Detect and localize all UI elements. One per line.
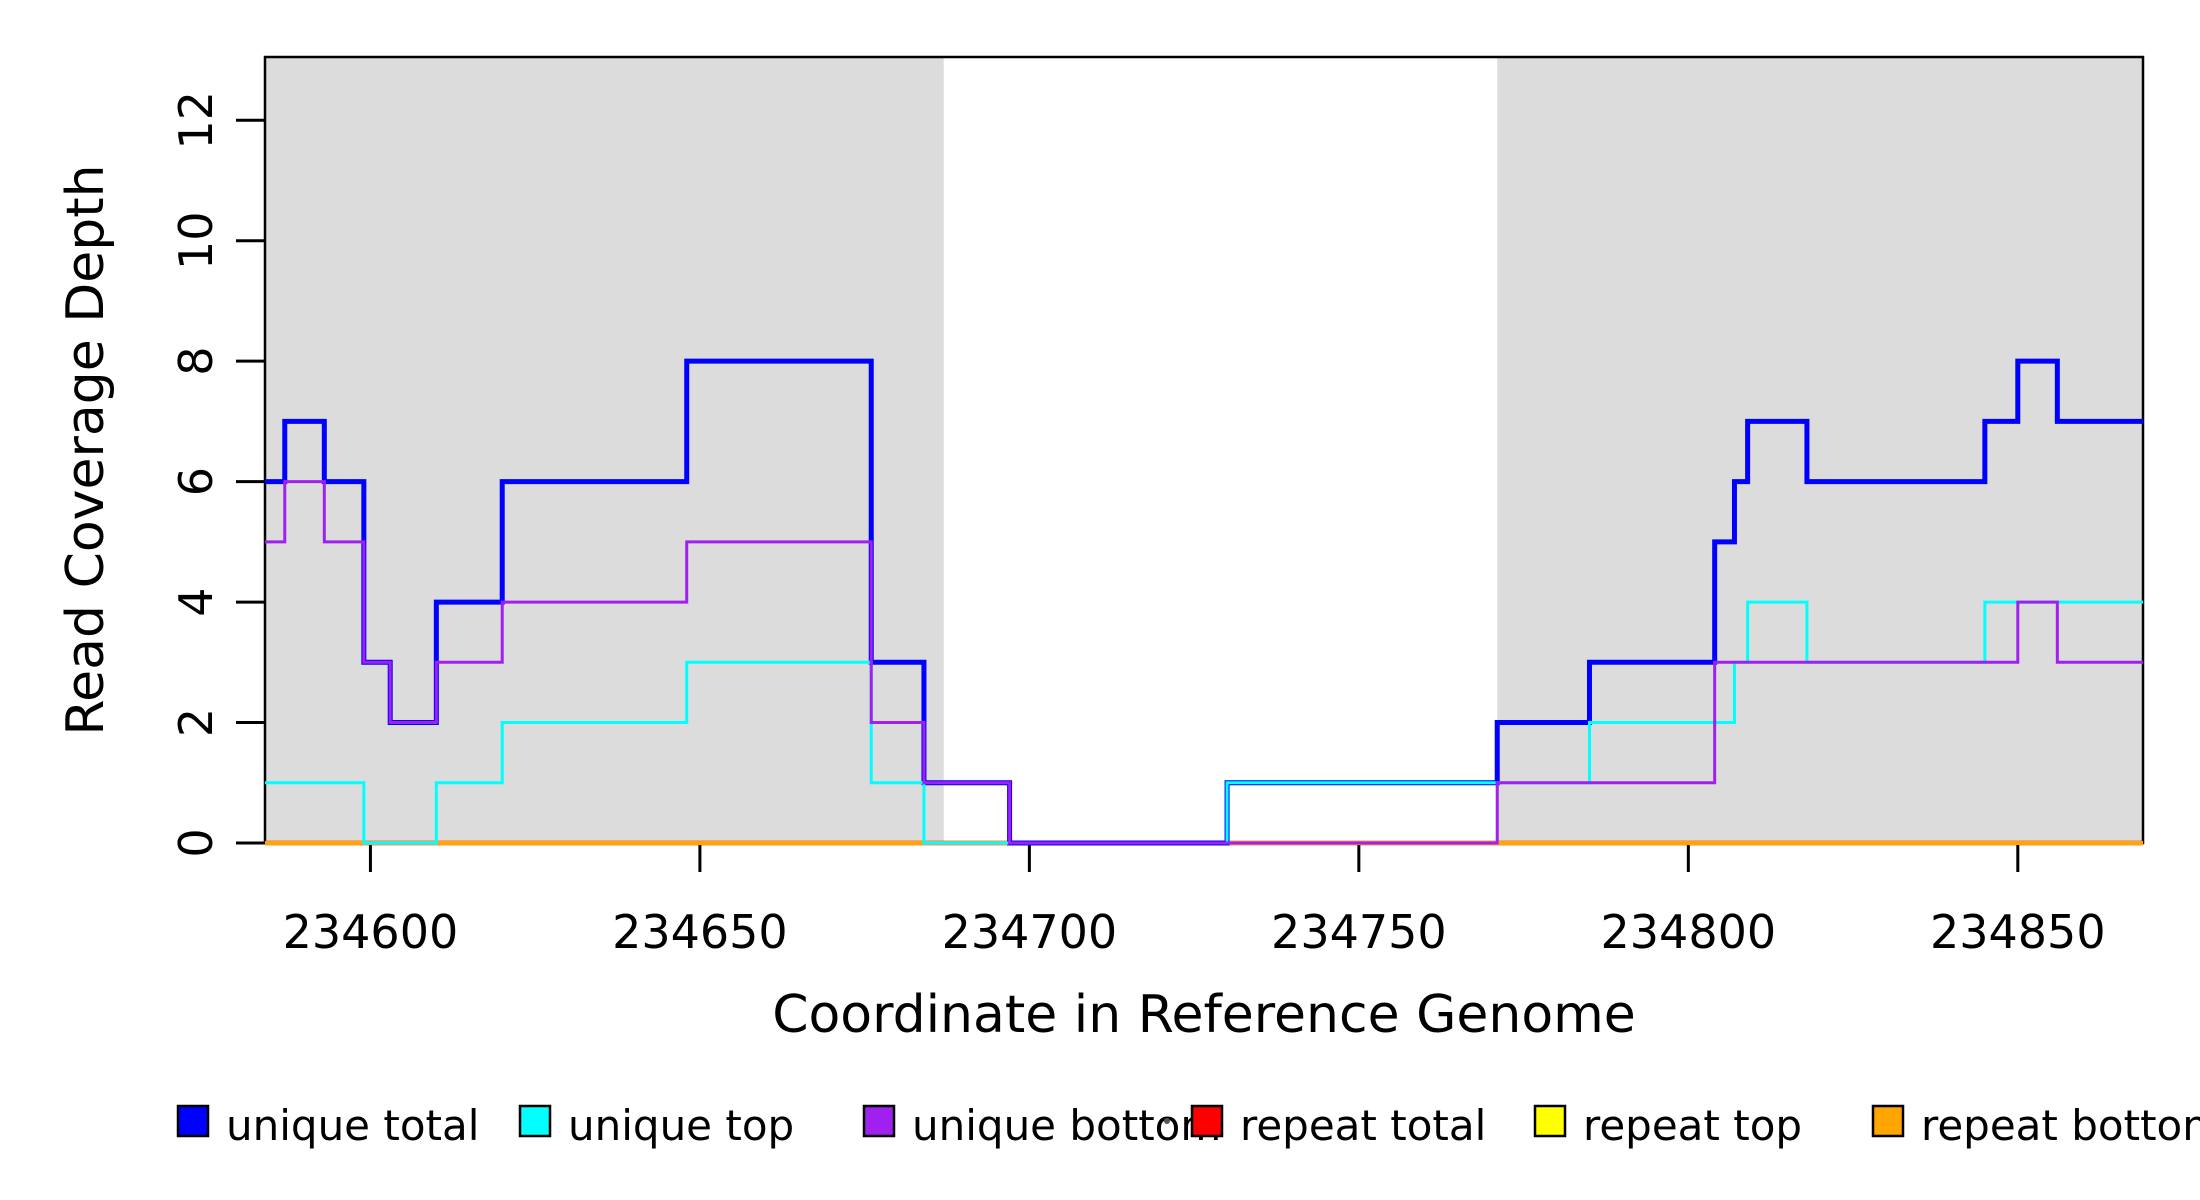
y-axis-tick-label: 10 <box>169 211 223 270</box>
x-axis-title: Coordinate in Reference Genome <box>772 985 1636 1045</box>
legend-swatch-unique-top <box>518 1104 552 1138</box>
x-axis: 234600 234650 234700 234750 234800 234850 <box>283 843 2106 959</box>
y-axis-tick-label: 0 <box>169 828 223 857</box>
legend: unique total unique top unique bottom repea… <box>176 1101 2200 1150</box>
y-axis-tick-label: 12 <box>169 91 223 150</box>
y-axis-tick-label: 8 <box>169 347 223 376</box>
x-axis-tick-label: 234650 <box>612 905 788 959</box>
legend-swatch-unique-total <box>176 1104 210 1138</box>
legend-label-unique-top: unique top <box>568 1101 794 1150</box>
legend-artifact-dot <box>1164 1118 1170 1124</box>
series-lines <box>265 358 2143 846</box>
y-axis: 0 2 4 6 8 10 12 <box>169 91 265 858</box>
legend-swatch-unique-bottom <box>862 1104 896 1138</box>
x-axis-tick-label: 234600 <box>283 905 459 959</box>
y-axis-title: Read Coverage Depth <box>56 164 116 735</box>
legend-label-unique-bottom: unique bottom <box>912 1101 1221 1150</box>
legend-label-repeat-top: repeat top <box>1583 1101 1802 1150</box>
x-axis-tick-label: 234800 <box>1601 905 1777 959</box>
legend-label-repeat-total: repeat total <box>1240 1101 1486 1150</box>
legend-label-unique-total: unique total <box>226 1101 479 1150</box>
y-axis-tick-label: 2 <box>169 708 223 737</box>
shaded-region <box>265 57 944 843</box>
x-axis-tick-label: 234750 <box>1271 905 1447 959</box>
legend-label-repeat-bottom: repeat bottom <box>1921 1101 2200 1150</box>
x-axis-tick-label: 234700 <box>942 905 1118 959</box>
legend-swatch-repeat-top <box>1533 1104 1567 1138</box>
x-axis-tick-label: 234850 <box>1930 905 2106 959</box>
y-axis-tick-label: 4 <box>169 587 223 616</box>
y-axis-tick-label: 6 <box>169 467 223 496</box>
legend-swatch-repeat-total <box>1190 1104 1224 1138</box>
shaded-region <box>1497 57 2143 843</box>
legend-swatch-repeat-bottom <box>1871 1104 1905 1138</box>
series-line-unique-bottom <box>265 480 2143 845</box>
shaded-regions <box>265 57 2143 843</box>
